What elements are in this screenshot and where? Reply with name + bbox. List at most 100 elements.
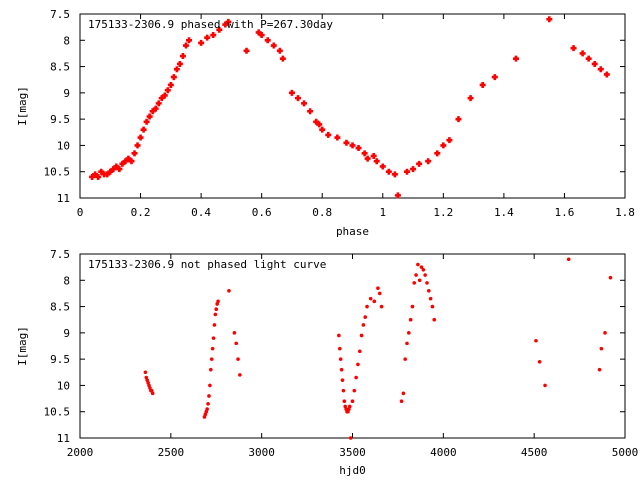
data-point [579, 50, 586, 57]
data-point [425, 158, 432, 165]
x-tick-label: 1 [379, 206, 386, 219]
data-point [238, 373, 242, 377]
x-tick-label: 0.8 [312, 206, 332, 219]
data-point [213, 312, 218, 317]
y-tick-label: 9.5 [50, 353, 70, 366]
data-point [391, 171, 398, 178]
y-tick-label: 10.5 [44, 166, 71, 179]
data-point [352, 388, 357, 393]
data-point [134, 142, 141, 149]
data-point [150, 391, 155, 396]
data-point [427, 289, 431, 293]
data-point [301, 100, 308, 107]
x-tick-label: 0.4 [191, 206, 211, 219]
chart-title: 175133-2306.9 not phased light curve [88, 258, 326, 271]
y-tick-label: 11 [57, 432, 70, 445]
data-point [608, 275, 613, 280]
data-point [570, 45, 577, 52]
data-point [279, 55, 286, 62]
data-point [176, 60, 183, 67]
data-point [364, 155, 371, 162]
x-tick-label: 4500 [521, 446, 548, 459]
chart-title: 175133-2306.9 phased with P=267.30day [88, 18, 333, 31]
data-point [116, 166, 123, 173]
data-point [599, 346, 604, 351]
data-point [348, 436, 353, 440]
data-point [173, 66, 180, 73]
data-point [167, 81, 174, 88]
data-point [543, 383, 547, 388]
data-point [432, 317, 437, 322]
data-point [423, 273, 427, 277]
data-point [546, 16, 553, 23]
data-point [537, 359, 542, 364]
data-point [350, 399, 355, 404]
x-axis-label: hjd0 [339, 464, 366, 477]
data-point [585, 55, 592, 62]
data-point [376, 286, 380, 290]
data-point [334, 134, 341, 141]
data-point [430, 304, 435, 309]
data-point [412, 281, 417, 285]
data-point [208, 383, 212, 388]
data-point [164, 87, 171, 94]
data-point [186, 37, 192, 44]
data-point [603, 71, 610, 78]
data-point [205, 407, 209, 411]
data-point [434, 150, 441, 157]
data-point [347, 404, 352, 409]
data-point [340, 378, 345, 382]
data-point [440, 142, 447, 149]
y-tick-label: 7.5 [50, 8, 70, 21]
data-point [276, 47, 283, 54]
y-tick-label: 8.5 [50, 301, 70, 314]
plot-frame [79, 13, 626, 199]
x-axis-label: phase [336, 225, 369, 238]
data-point [534, 338, 538, 343]
data-point [152, 105, 159, 112]
x-tick-label: 1.8 [615, 206, 635, 219]
data-point [455, 116, 462, 123]
x-tick-label: 5000 [612, 446, 639, 459]
data-point [361, 150, 368, 157]
y-tick-label: 11 [57, 192, 70, 205]
data-point [206, 402, 210, 406]
data-point [236, 357, 240, 361]
data-point [209, 357, 214, 361]
data-point [377, 291, 382, 296]
data-point [209, 367, 213, 372]
unphased-light-curve-panel: 2000 2500 3000 3500 4000 4500 5000 7.5 8 8.5 9 9.5 1… [16, 248, 638, 477]
x-tick-label: 1.6 [555, 206, 575, 219]
y-tick-label: 9 [63, 87, 70, 100]
y-tick-label: 10 [57, 139, 70, 152]
data-point [566, 257, 571, 262]
data-point [446, 137, 453, 144]
data-point [342, 399, 347, 404]
data-point [404, 168, 410, 175]
x-tick-label: 2000 [67, 446, 94, 459]
data-point [403, 357, 407, 361]
data-point [416, 262, 420, 267]
data-point [210, 32, 217, 39]
x-tick-label: 3000 [248, 446, 275, 459]
data-point [491, 74, 498, 81]
data-point [295, 95, 301, 102]
data-point [372, 299, 377, 304]
data-point [212, 323, 217, 327]
data-point [216, 26, 223, 33]
data-point [131, 150, 138, 157]
data-point [143, 118, 150, 125]
x-tick-label: 0.2 [131, 206, 151, 219]
x-tick-label: 1.4 [494, 206, 514, 219]
data-point [232, 331, 237, 335]
data-point [341, 388, 346, 393]
data-point [365, 304, 369, 309]
y-tick-label: 10 [57, 379, 70, 392]
data-point [421, 267, 426, 272]
data-point [513, 55, 519, 62]
data-point [337, 346, 342, 351]
data-point [225, 18, 232, 25]
data-point [270, 42, 277, 49]
data-point [258, 32, 265, 39]
